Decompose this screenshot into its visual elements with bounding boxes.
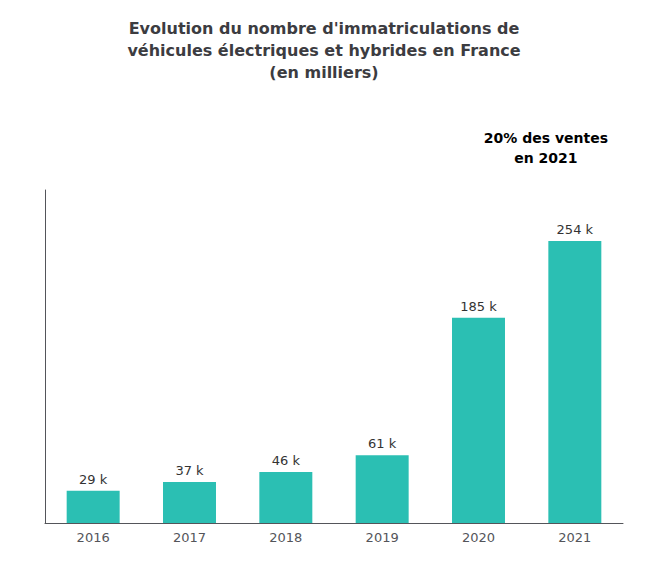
svg-text:2018: 2018 <box>269 530 302 545</box>
svg-text:2020: 2020 <box>462 530 495 545</box>
svg-text:46 k: 46 k <box>272 453 301 468</box>
svg-text:2021: 2021 <box>558 530 591 545</box>
svg-text:2019: 2019 <box>366 530 399 545</box>
svg-text:185 k: 185 k <box>460 299 497 314</box>
svg-text:254 k: 254 k <box>557 222 594 237</box>
svg-text:véhicules électriques et hybri: véhicules électriques et hybrides en Fra… <box>127 41 520 60</box>
svg-text:20% des ventes: 20% des ventes <box>484 130 608 146</box>
svg-text:Evolution du nombre d'immatric: Evolution du nombre d'immatriculations d… <box>129 19 520 38</box>
svg-text:(en milliers): (en milliers) <box>269 63 378 82</box>
svg-text:2017: 2017 <box>173 530 206 545</box>
svg-text:61 k: 61 k <box>368 436 397 451</box>
svg-text:2016: 2016 <box>77 530 110 545</box>
svg-text:37 k: 37 k <box>175 463 204 478</box>
svg-text:en 2021: en 2021 <box>514 150 577 166</box>
svg-text:29 k: 29 k <box>79 472 108 487</box>
